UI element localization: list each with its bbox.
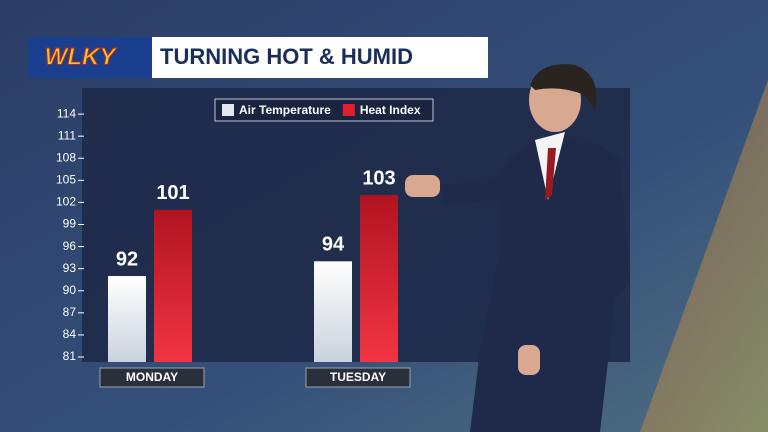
y-tick-label: 81 bbox=[63, 349, 77, 363]
presenter bbox=[405, 64, 630, 432]
data-label: 94 bbox=[322, 234, 345, 256]
y-tick-label: 99 bbox=[63, 217, 77, 231]
background-swoosh bbox=[640, 80, 768, 432]
y-tick-label: 93 bbox=[63, 261, 77, 275]
y-tick-label: 87 bbox=[63, 305, 77, 319]
y-tick-label: 111 bbox=[58, 128, 77, 142]
legend-swatch bbox=[342, 104, 355, 116]
data-label: 103 bbox=[362, 167, 395, 189]
bar bbox=[154, 209, 192, 362]
y-tick-label: 102 bbox=[56, 195, 76, 209]
legend: Air Temperature Heat Index bbox=[214, 98, 434, 122]
bar bbox=[360, 195, 398, 362]
legend-label: Heat Index bbox=[360, 103, 421, 117]
data-label: 101 bbox=[156, 182, 189, 204]
legend-swatch bbox=[222, 104, 234, 116]
logo: WLKY bbox=[45, 43, 118, 70]
y-tick-label: 96 bbox=[63, 239, 77, 253]
bar bbox=[314, 261, 352, 362]
bar bbox=[108, 276, 146, 362]
x-tick-label: TUESDAY bbox=[330, 370, 386, 384]
data-label: 92 bbox=[116, 248, 138, 270]
plot: 81 84 87 90 93 96 99 102 105 108 111 114 Air Tempera… bbox=[56, 98, 434, 388]
y-tick-label: 105 bbox=[56, 173, 76, 187]
category-box bbox=[305, 367, 411, 388]
legend-box bbox=[214, 98, 434, 122]
category-box bbox=[99, 367, 205, 388]
chart-title: TURNING HOT & HUMID bbox=[160, 44, 413, 69]
y-tick-label: 114 bbox=[57, 106, 76, 120]
y-tick-label: 108 bbox=[56, 150, 76, 164]
x-tick-label: MONDAY bbox=[126, 370, 178, 384]
logo-box bbox=[28, 37, 152, 78]
title-banner bbox=[152, 37, 488, 78]
y-tick-label: 90 bbox=[63, 283, 77, 297]
legend-label: Air Temperature bbox=[239, 103, 331, 117]
y-tick-label: 84 bbox=[63, 327, 77, 341]
